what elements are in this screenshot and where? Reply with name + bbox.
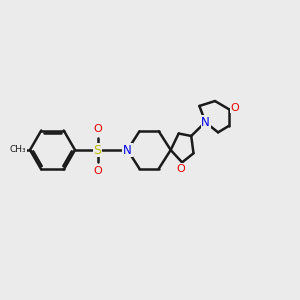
Text: O: O <box>176 164 185 174</box>
Text: CH₃: CH₃ <box>10 146 26 154</box>
Text: O: O <box>231 103 239 113</box>
Text: O: O <box>93 166 102 176</box>
Text: N: N <box>201 116 210 129</box>
Text: S: S <box>94 143 101 157</box>
Text: N: N <box>123 143 132 157</box>
Text: O: O <box>93 124 102 134</box>
